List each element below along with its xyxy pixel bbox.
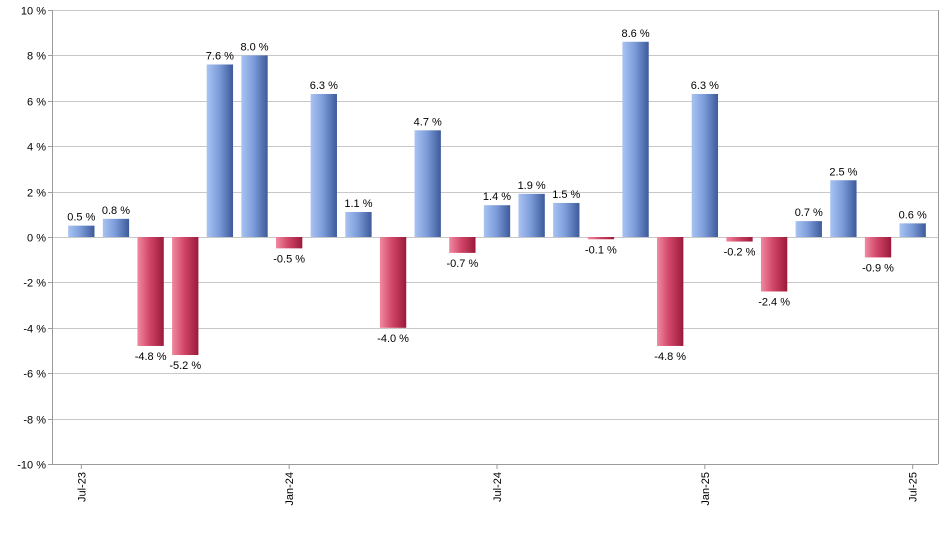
bar-Feb-25 <box>726 237 753 242</box>
bar-value-label: 8.0 % <box>240 41 268 53</box>
bar-Feb-24 <box>310 93 337 238</box>
x-tick-label: Jul-24 <box>492 472 504 502</box>
bar-value-label: -0.5 % <box>273 253 305 265</box>
bar-value-label: 1.5 % <box>552 189 580 201</box>
bar-value-label: -0.2 % <box>724 247 756 259</box>
bar-Oct-23 <box>172 237 199 356</box>
x-tick-label: Jan-24 <box>284 472 296 506</box>
bar-value-label: 7.6 % <box>206 50 234 62</box>
bar-value-label: 8.6 % <box>621 28 649 40</box>
bar-May-24 <box>414 130 441 237</box>
x-axis-tick-labels: Jul-23 Jan-24 Jul-24 Jan-25 Jul-25 <box>76 472 919 506</box>
x-tick-label: Jul-25 <box>908 472 920 502</box>
bar-Sep-24 <box>553 202 580 237</box>
bar-value-label: -4.8 % <box>654 351 686 363</box>
bar-value-label: -4.8 % <box>135 351 167 363</box>
y-tick-label: -6 % <box>23 369 46 381</box>
bar-Dec-23 <box>241 55 268 238</box>
bar-value-label: 1.4 % <box>483 191 511 203</box>
bar-value-label: 0.8 % <box>102 205 130 217</box>
bar-value-label: 2.5 % <box>829 166 857 178</box>
bar-May-25 <box>830 180 857 237</box>
bar-Jan-25 <box>691 93 719 238</box>
bar-Jul-24 <box>483 205 511 237</box>
bar-Oct-24 <box>587 237 615 240</box>
y-tick-label: 0 % <box>27 233 46 245</box>
bar-value-label: 4.7 % <box>414 116 442 128</box>
x-tick-label: Jan-25 <box>700 472 712 506</box>
bar-Jan-24 <box>275 237 303 249</box>
y-tick-label: 4 % <box>27 142 46 154</box>
bar-value-label: -0.9 % <box>862 262 894 274</box>
bar-Jul-25 <box>899 223 926 237</box>
bar-Aug-23 <box>102 218 130 237</box>
bar-value-label: -4.0 % <box>377 333 409 345</box>
bar-value-label: 1.9 % <box>518 180 546 192</box>
bars <box>68 41 926 356</box>
y-tick-label: -2 % <box>23 278 46 290</box>
bar-value-label: 0.5 % <box>67 212 95 224</box>
bar-Dec-24 <box>657 237 684 346</box>
bar-Jun-24 <box>449 237 476 253</box>
bar-Aug-24 <box>518 193 545 237</box>
bar-value-label: 1.1 % <box>344 198 372 210</box>
bar-Apr-25 <box>795 221 822 237</box>
bar-Mar-24 <box>345 212 372 237</box>
x-tick-label: Jul-23 <box>76 472 88 502</box>
y-tick-label: 10 % <box>21 6 46 18</box>
y-axis-tick-labels: 10 % 8 % 6 % 4 % 2 % 0 % -2 % -4 % -6 % -8 % -10 % <box>17 6 46 472</box>
y-tick-label: -8 % <box>23 415 46 427</box>
bar-value-label: 0.6 % <box>899 209 927 221</box>
y-tick-label: -4 % <box>23 324 46 336</box>
bar-value-label: -0.1 % <box>585 244 617 256</box>
bar-value-label: -0.7 % <box>446 258 478 270</box>
bar-Sep-23 <box>137 237 164 346</box>
bar-Apr-24 <box>379 237 407 328</box>
bar-Jun-25 <box>864 237 892 258</box>
bar-Mar-25 <box>760 237 788 292</box>
y-tick-label: -10 % <box>17 460 46 472</box>
axes <box>52 10 939 469</box>
bar-value-label: -5.2 % <box>169 360 201 372</box>
y-tick-label: 8 % <box>27 51 46 63</box>
bar-Nov-23 <box>206 64 234 237</box>
y-tick-label: 2 % <box>27 188 46 200</box>
bar-value-label: 6.3 % <box>310 80 338 92</box>
y-tick-label: 6 % <box>27 97 46 109</box>
bar-value-labels: 0.5 %0.8 %-4.8 %-5.2 %7.6 %8.0 %-0.5 %6.… <box>67 28 927 372</box>
bar-Nov-24 <box>622 41 649 237</box>
bar-value-label: -2.4 % <box>758 296 790 308</box>
bar-value-label: 6.3 % <box>691 80 719 92</box>
bar-value-label: 0.7 % <box>795 207 823 219</box>
bar-Jul-23 <box>68 225 95 237</box>
